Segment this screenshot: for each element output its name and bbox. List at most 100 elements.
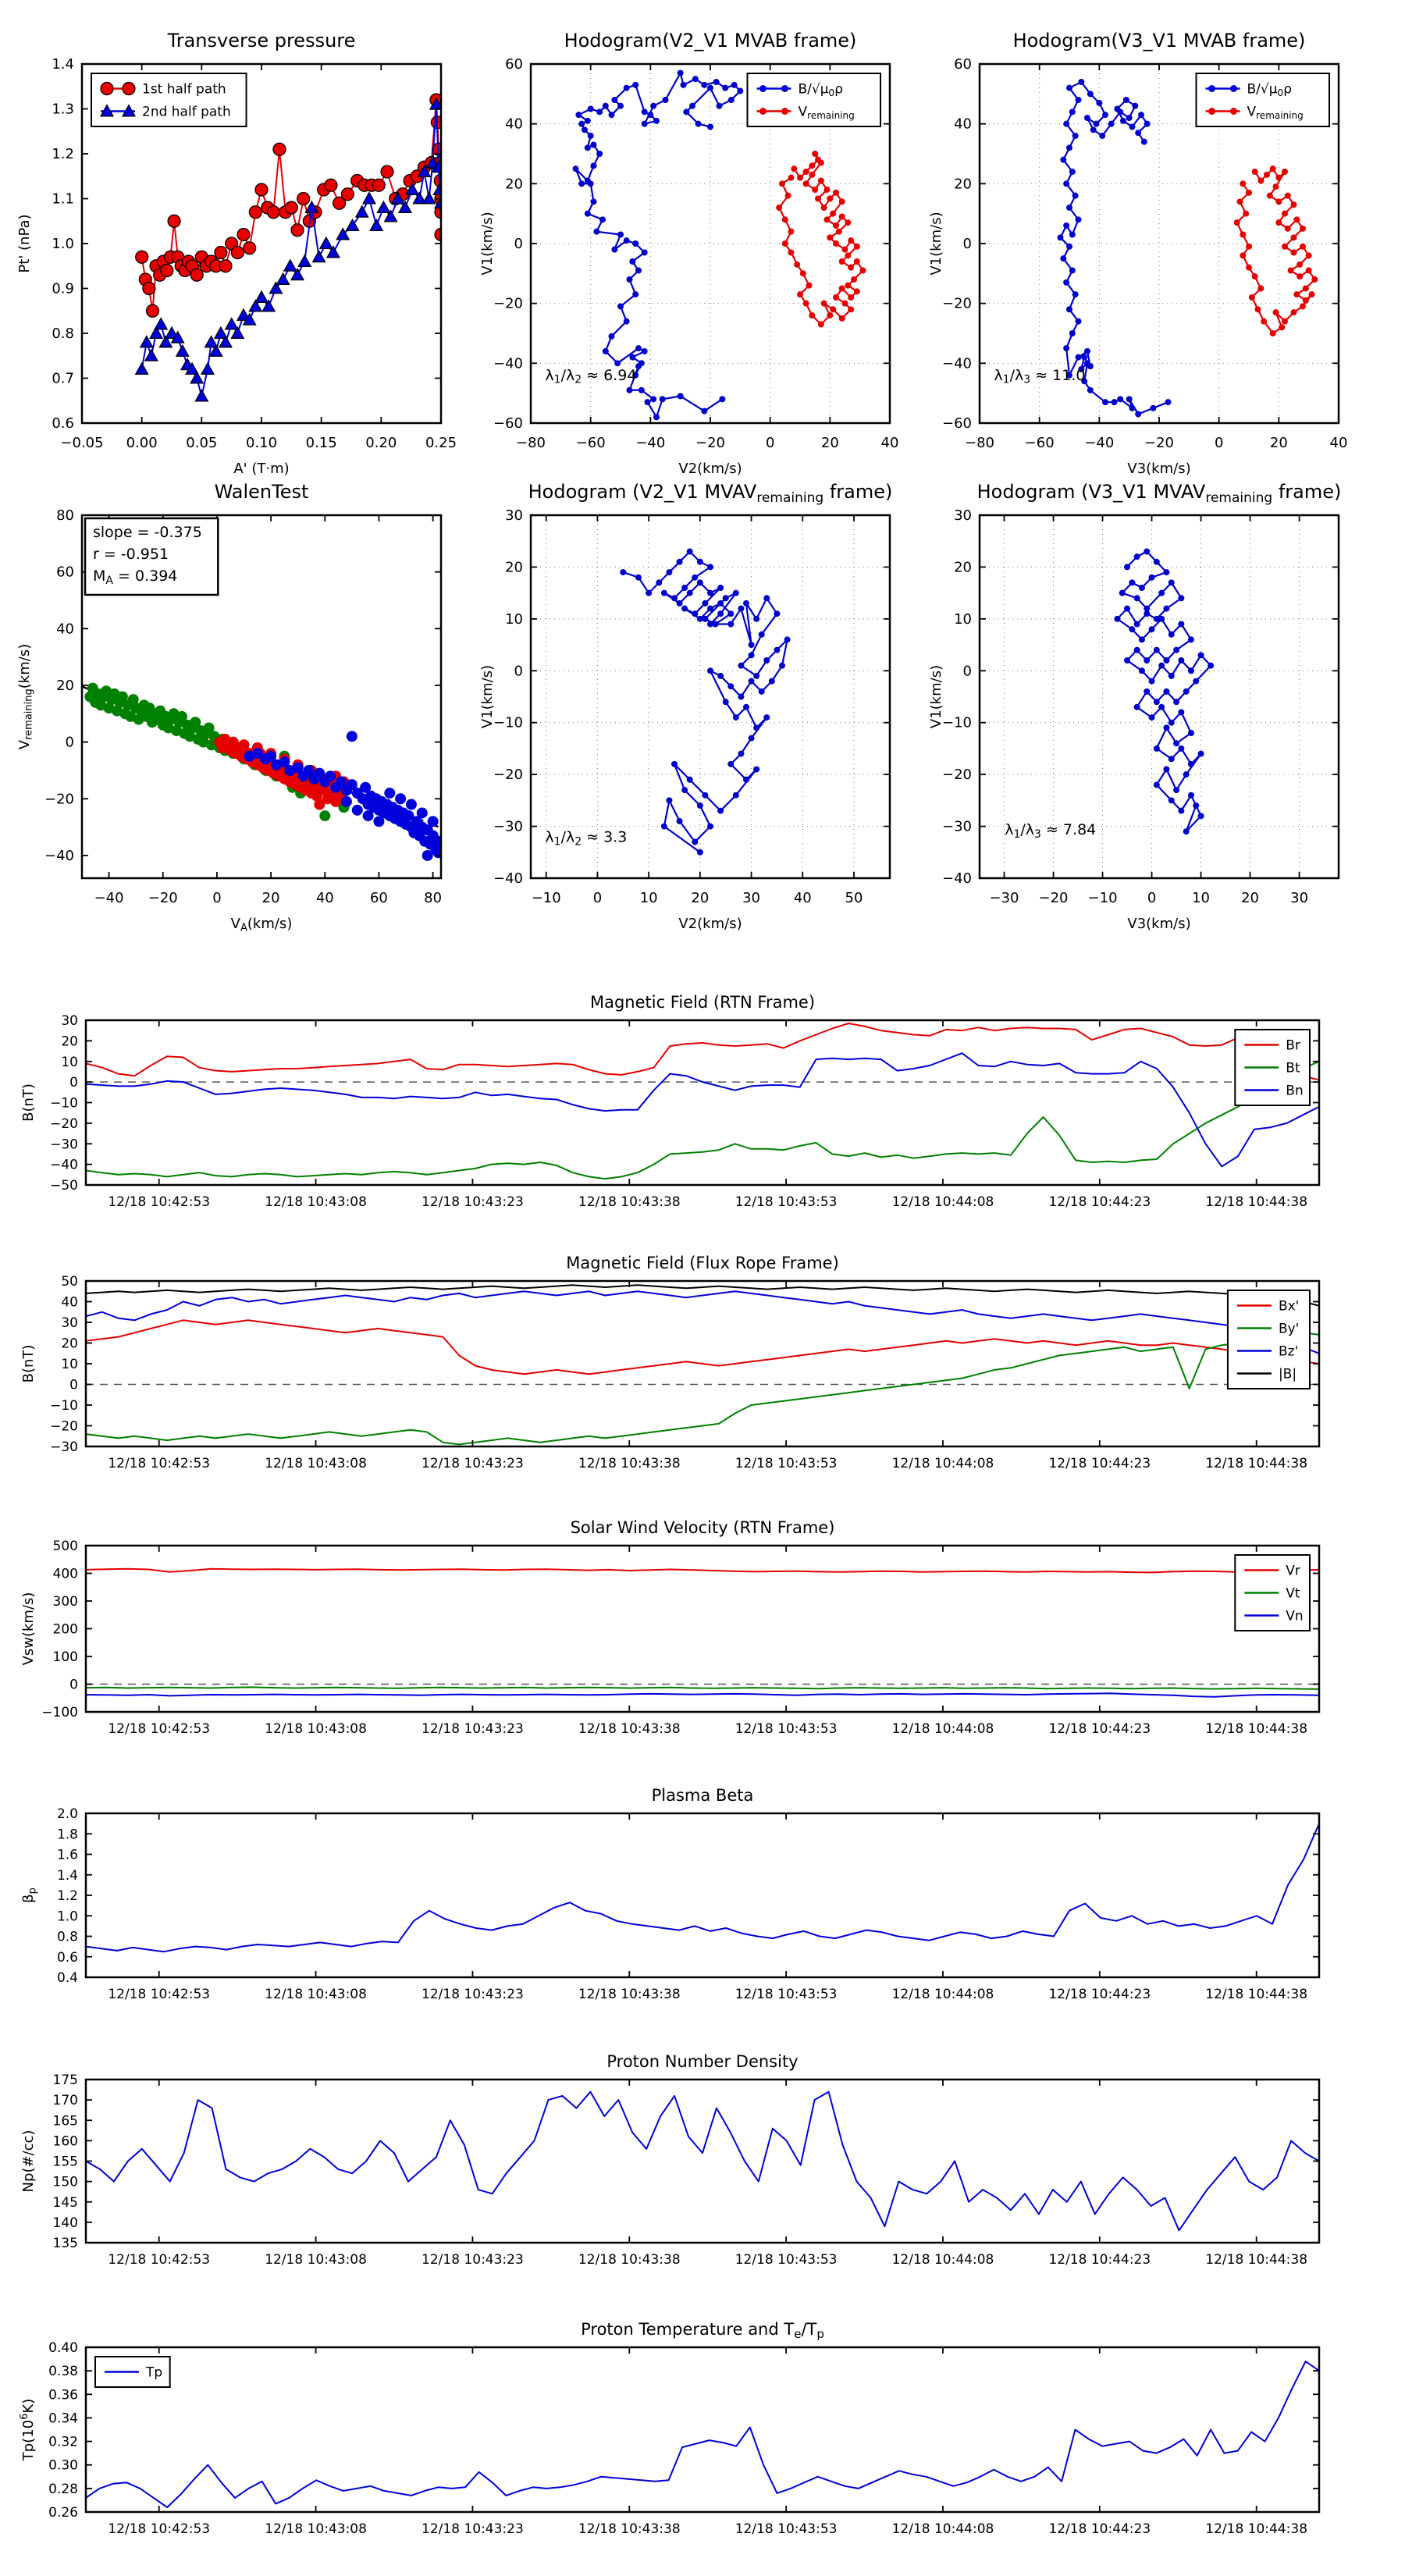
svg-text:12/18 10:44:08: 12/18 10:44:08 bbox=[892, 1721, 994, 1737]
svg-text:λ1/λ3 ≈ 7.84: λ1/λ3 ≈ 7.84 bbox=[1005, 821, 1096, 841]
svg-text:Tp: Tp bbox=[145, 2365, 162, 2381]
svg-text:0.30: 0.30 bbox=[48, 2458, 78, 2474]
svg-text:60: 60 bbox=[954, 56, 972, 73]
svg-text:12/18 10:43:38: 12/18 10:43:38 bbox=[578, 2252, 681, 2268]
svg-text:−20: −20 bbox=[1144, 435, 1174, 451]
svg-text:30: 30 bbox=[1290, 890, 1308, 906]
panel-proton-number-density: 12/18 10:42:53 12/18 10:43:08 12/18 10:43:… bbox=[20, 2052, 1321, 2268]
svg-text:10: 10 bbox=[954, 611, 972, 628]
svg-text:Bz': Bz' bbox=[1279, 1344, 1298, 1360]
svg-text:Hodogram (V2_V1 MVAVremaining: Hodogram (V2_V1 MVAVremaining frame) bbox=[528, 481, 893, 506]
svg-text:10: 10 bbox=[61, 1055, 78, 1070]
svg-text:Proton Temperature and Te/Tp: Proton Temperature and Te/Tp bbox=[581, 2320, 824, 2341]
svg-text:12/18 10:42:53: 12/18 10:42:53 bbox=[108, 1456, 210, 1471]
panel-hodogram-v2v1-mvab: −80 −60 −40 −20 0 20 40 60 40 20 0 −20 −40 −60 Hodogra… bbox=[479, 30, 898, 477]
svg-text:0.8: 0.8 bbox=[52, 326, 74, 342]
svg-text:Hodogram(V3_V1 MVAB frame): Hodogram(V3_V1 MVAB frame) bbox=[1013, 30, 1306, 52]
svg-text:12/18 10:43:08: 12/18 10:43:08 bbox=[265, 1987, 367, 2002]
panel-solar-wind-velocity: 12/18 10:42:53 12/18 10:43:08 12/18 10:43:… bbox=[20, 1518, 1321, 1737]
svg-text:20: 20 bbox=[691, 890, 709, 906]
svg-text:12/18 10:42:53: 12/18 10:42:53 bbox=[108, 1721, 210, 1737]
svg-text:170: 170 bbox=[53, 2093, 78, 2108]
svg-text:−40: −40 bbox=[44, 848, 74, 864]
svg-text:Bn: Bn bbox=[1286, 1083, 1303, 1099]
svg-text:Pt' (nPa): Pt' (nPa) bbox=[16, 214, 33, 272]
svg-text:145: 145 bbox=[53, 2195, 78, 2211]
svg-text:12/18 10:44:08: 12/18 10:44:08 bbox=[892, 1456, 994, 1471]
svg-text:40: 40 bbox=[505, 116, 523, 133]
svg-text:10: 10 bbox=[1192, 890, 1210, 906]
svg-text:1.6: 1.6 bbox=[57, 1848, 78, 1863]
svg-text:−40: −40 bbox=[1084, 435, 1114, 451]
svg-text:20: 20 bbox=[821, 435, 839, 451]
svg-text:0: 0 bbox=[514, 663, 523, 679]
svg-text:0.38: 0.38 bbox=[48, 2364, 78, 2379]
svg-text:0: 0 bbox=[69, 1678, 78, 1693]
svg-text:−20: −20 bbox=[493, 296, 523, 312]
svg-text:−40: −40 bbox=[94, 890, 124, 906]
svg-text:B/√μ0ρ: B/√μ0ρ bbox=[799, 82, 843, 98]
svg-text:slope = -0.375: slope = -0.375 bbox=[93, 524, 202, 541]
svg-text:Vsw(km/s): Vsw(km/s) bbox=[20, 1592, 37, 1666]
svg-text:12/18 10:44:23: 12/18 10:44:23 bbox=[1048, 1194, 1151, 1210]
svg-text:−20: −20 bbox=[942, 767, 972, 783]
svg-text:0: 0 bbox=[1215, 435, 1223, 451]
svg-text:30: 30 bbox=[505, 507, 523, 524]
panel-plasma-beta: 12/18 10:42:53 12/18 10:43:08 12/18 10:43:… bbox=[20, 1786, 1321, 2002]
svg-text:−20: −20 bbox=[44, 791, 74, 807]
svg-text:−20: −20 bbox=[50, 1419, 78, 1435]
svg-text:−40: −40 bbox=[493, 870, 523, 887]
svg-text:−20: −20 bbox=[942, 296, 972, 312]
svg-text:−10: −10 bbox=[532, 890, 561, 906]
svg-text:−100: −100 bbox=[41, 1705, 78, 1720]
svg-text:12/18 10:43:08: 12/18 10:43:08 bbox=[265, 1456, 367, 1471]
svg-text:2nd half path: 2nd half path bbox=[142, 105, 231, 120]
svg-text:60: 60 bbox=[505, 56, 523, 73]
svg-text:30: 30 bbox=[954, 507, 972, 524]
svg-text:12/18 10:43:38: 12/18 10:43:38 bbox=[578, 1194, 681, 1210]
panel-proton-temperature: 12/18 10:42:53 12/18 10:43:08 12/18 10:43:… bbox=[19, 2320, 1321, 2537]
svg-text:−30: −30 bbox=[942, 819, 972, 835]
svg-text:30: 30 bbox=[61, 1013, 78, 1029]
svg-text:40: 40 bbox=[316, 890, 334, 906]
svg-text:WalenTest: WalenTest bbox=[215, 481, 309, 503]
svg-text:0.8: 0.8 bbox=[57, 1930, 78, 1945]
svg-text:0.10: 0.10 bbox=[246, 435, 277, 451]
svg-text:−30: −30 bbox=[990, 890, 1019, 906]
svg-text:|B|: |B| bbox=[1279, 1367, 1297, 1382]
svg-text:V1(km/s): V1(km/s) bbox=[479, 212, 496, 275]
svg-text:0.6: 0.6 bbox=[52, 415, 74, 432]
svg-text:0.7: 0.7 bbox=[52, 371, 74, 387]
svg-text:Vremaining(km/s): Vremaining(km/s) bbox=[16, 644, 35, 749]
svg-text:λ1/λ2 ≈ 6.94: λ1/λ2 ≈ 6.94 bbox=[545, 367, 636, 386]
svg-text:0.36: 0.36 bbox=[48, 2387, 78, 2403]
svg-text:Proton Number Density: Proton Number Density bbox=[606, 2052, 798, 2071]
svg-text:0.05: 0.05 bbox=[186, 435, 217, 451]
svg-text:12/18 10:44:23: 12/18 10:44:23 bbox=[1048, 2521, 1151, 2537]
svg-text:−10: −10 bbox=[50, 1096, 78, 1112]
svg-text:0.26: 0.26 bbox=[48, 2505, 78, 2521]
svg-text:12/18 10:43:23: 12/18 10:43:23 bbox=[422, 1456, 524, 1471]
svg-text:A' (T·m): A' (T·m) bbox=[233, 461, 289, 477]
svg-text:135: 135 bbox=[53, 2236, 78, 2251]
svg-text:−40: −40 bbox=[50, 1158, 78, 1173]
svg-text:60: 60 bbox=[370, 890, 388, 906]
svg-text:0: 0 bbox=[66, 735, 74, 751]
svg-text:12/18 10:43:23: 12/18 10:43:23 bbox=[422, 2521, 524, 2537]
svg-text:12/18 10:43:53: 12/18 10:43:53 bbox=[735, 2252, 838, 2268]
svg-text:Solar Wind Velocity (RTN Frame: Solar Wind Velocity (RTN Frame) bbox=[571, 1518, 835, 1537]
svg-text:12/18 10:43:08: 12/18 10:43:08 bbox=[265, 2521, 367, 2537]
svg-text:12/18 10:43:53: 12/18 10:43:53 bbox=[735, 1456, 838, 1471]
svg-text:200: 200 bbox=[53, 1622, 78, 1638]
svg-text:−30: −30 bbox=[50, 1439, 78, 1455]
svg-text:Tp(106K): Tp(106K) bbox=[19, 2399, 37, 2461]
svg-text:MA = 0.394: MA = 0.394 bbox=[93, 568, 177, 587]
svg-text:−20: −20 bbox=[148, 890, 178, 906]
svg-text:300: 300 bbox=[53, 1594, 78, 1610]
svg-text:−10: −10 bbox=[493, 715, 523, 731]
svg-text:12/18 10:44:08: 12/18 10:44:08 bbox=[892, 1194, 994, 1210]
panel-hodogram-v3v1-mvav: −30 −20 −10 0 10 20 30 30 20 10 0 −10 −20 −30 −40 Hodog… bbox=[928, 481, 1341, 932]
svg-text:12/18 10:44:38: 12/18 10:44:38 bbox=[1205, 2252, 1307, 2268]
svg-text:V1(km/s): V1(km/s) bbox=[928, 212, 944, 275]
